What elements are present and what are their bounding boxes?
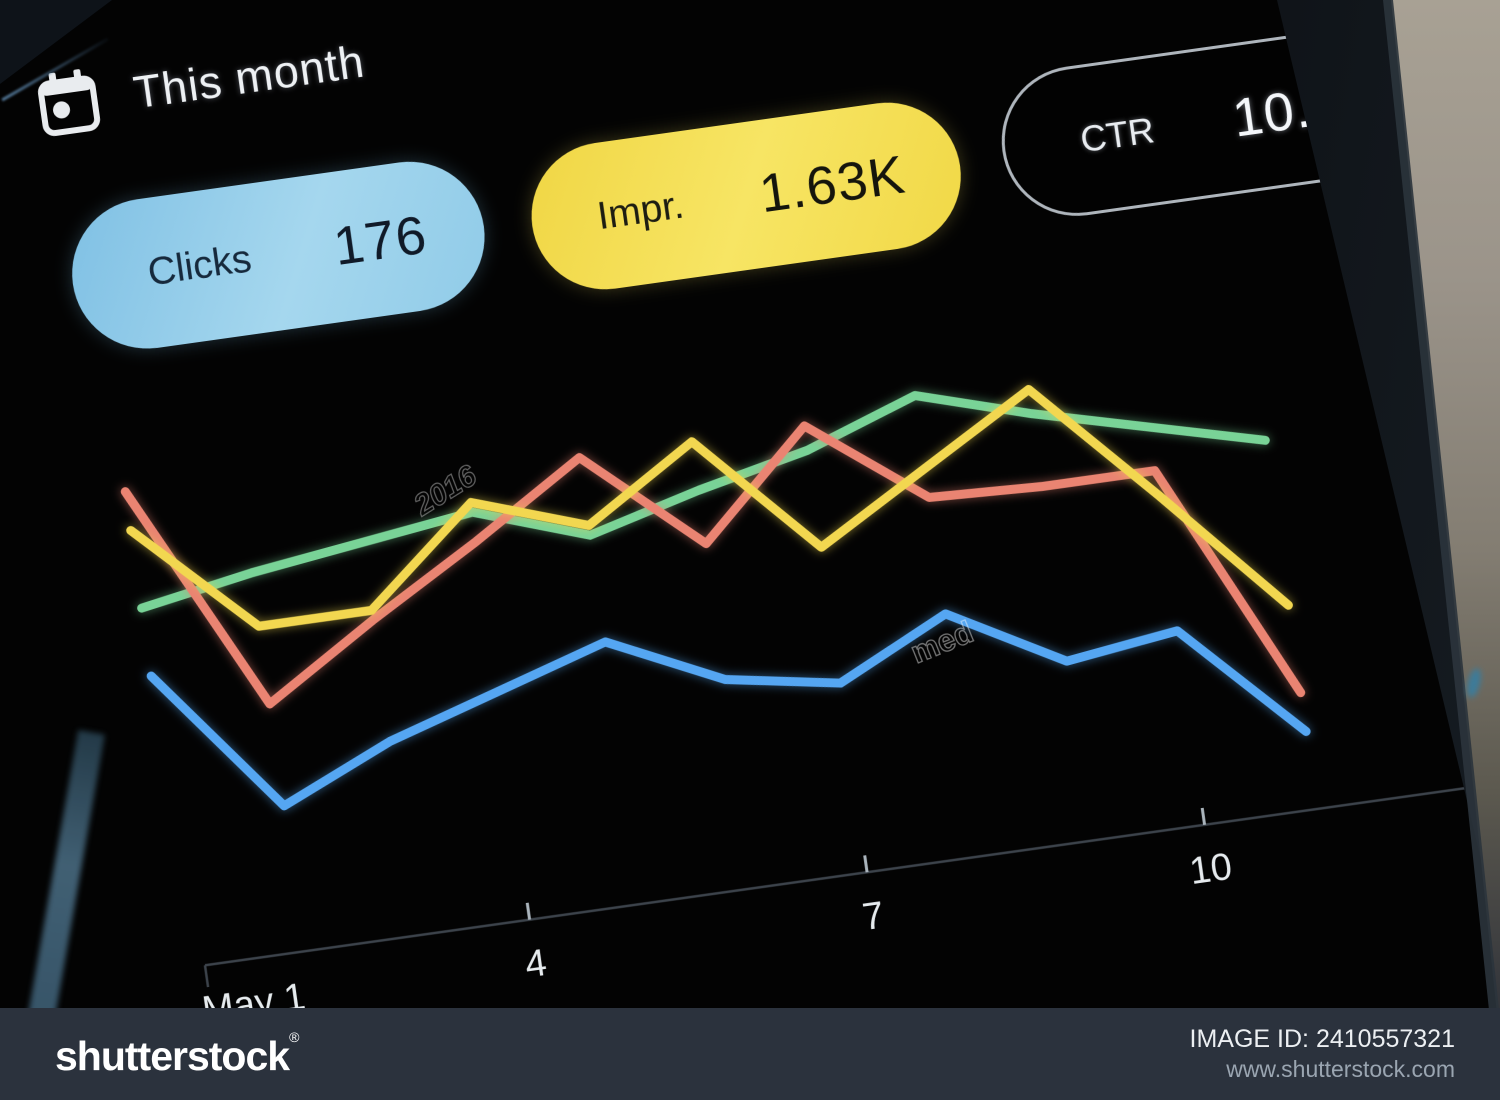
- screen-edge-reflection: [26, 729, 105, 1031]
- svg-text:10: 10: [1187, 846, 1235, 893]
- image-id: IMAGE ID: 2410557321: [1189, 1025, 1455, 1053]
- blue-line: [146, 609, 1311, 811]
- calendar-icon: [32, 65, 105, 141]
- date-range-header[interactable]: This month: [32, 28, 369, 141]
- watermark-url: www.shutterstock.com: [1226, 1056, 1455, 1083]
- yellow-line: [126, 384, 1293, 631]
- watermark-bar: shutterstock® IMAGE ID: 2410557321 www.s…: [0, 1008, 1500, 1100]
- svg-text:7: 7: [860, 895, 887, 940]
- registered-mark: ®: [289, 1028, 300, 1045]
- red-line: [120, 421, 1306, 709]
- shutterstock-logo: shutterstock®: [55, 1028, 300, 1079]
- svg-text:4: 4: [522, 942, 549, 987]
